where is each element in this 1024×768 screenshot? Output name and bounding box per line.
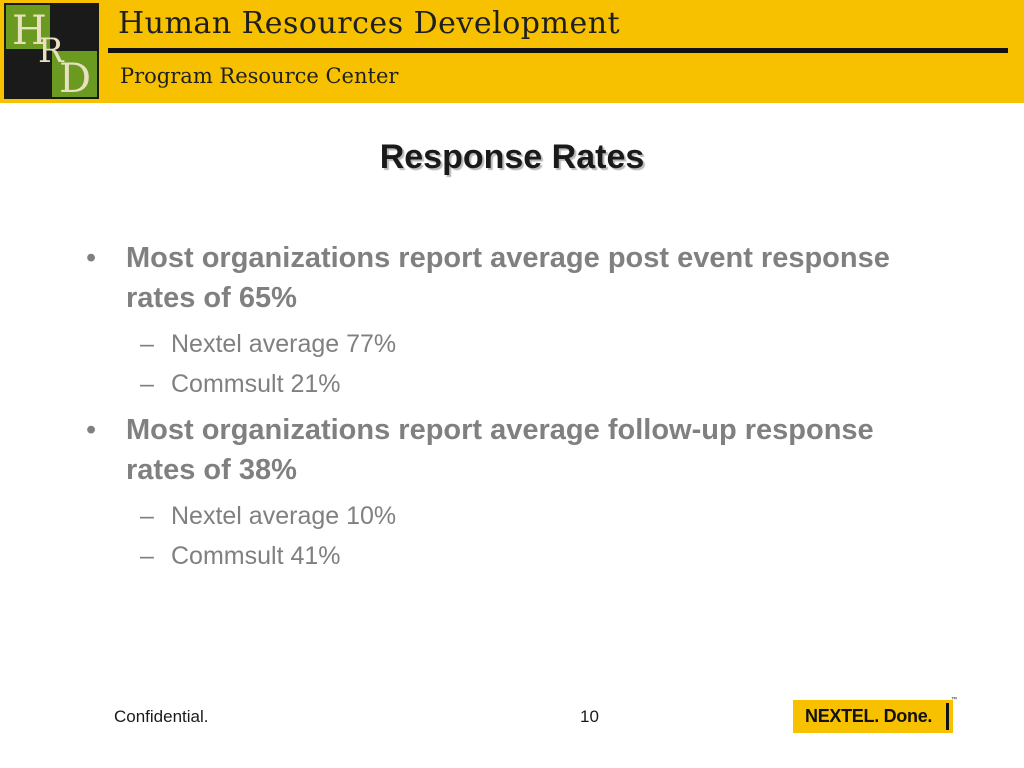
bullet-glyph: •: [86, 414, 97, 446]
confidential-label: Confidential.: [114, 707, 209, 726]
sub-bullet-text: Nextel average 77%: [171, 330, 397, 358]
sub-bullet-glyph: –: [140, 330, 154, 358]
nextel-logo: NEXTEL. Done. ™: [793, 697, 957, 733]
sub-bullet-item: – Commsult 21%: [84, 364, 904, 404]
bullet-glyph: •: [86, 242, 97, 274]
sub-bullet-text: Nextel average 10%: [171, 502, 397, 530]
page-number: 10: [580, 707, 599, 726]
logo-letter-r: R: [38, 31, 64, 71]
logo-green-block: [6, 5, 50, 49]
sub-bullet-glyph: –: [140, 502, 154, 530]
bullet-item: • Most organizations report average foll…: [84, 410, 904, 490]
slide-title: Response Rates: [379, 138, 645, 176]
nextel-logo-bar: [946, 703, 949, 730]
bullet-text: Most organizations report average follow…: [126, 414, 874, 486]
hrd-logo: H R D: [4, 3, 99, 99]
bullet-item: • Most organizations report average post…: [84, 238, 904, 318]
sub-bullet-text: Commsult 21%: [171, 370, 341, 398]
banner-subtitle: Program Resource Center: [120, 64, 399, 88]
sub-bullet-item: – Nextel average 10%: [84, 496, 904, 536]
bullet-list: • Most organizations report average post…: [84, 238, 904, 576]
header-banner: H R D Human Resources Development Progra…: [0, 0, 1024, 103]
logo-green-block: [52, 51, 97, 97]
nextel-brand-text: NEXTEL. Done.: [805, 706, 933, 726]
banner-divider: [108, 48, 1008, 53]
banner-title: Human Resources Development: [118, 6, 621, 41]
logo-letter-h: H: [12, 8, 47, 54]
bullet-text: Most organizations report average post e…: [126, 242, 890, 314]
logo-letter-d: D: [59, 56, 92, 102]
sub-bullet-text: Commsult 41%: [171, 542, 341, 570]
sub-bullet-glyph: –: [140, 370, 154, 398]
sub-bullet-glyph: –: [140, 542, 154, 570]
sub-bullet-item: – Nextel average 77%: [84, 324, 904, 364]
trademark-symbol: ™: [951, 697, 957, 703]
sub-bullet-item: – Commsult 41%: [84, 536, 904, 576]
